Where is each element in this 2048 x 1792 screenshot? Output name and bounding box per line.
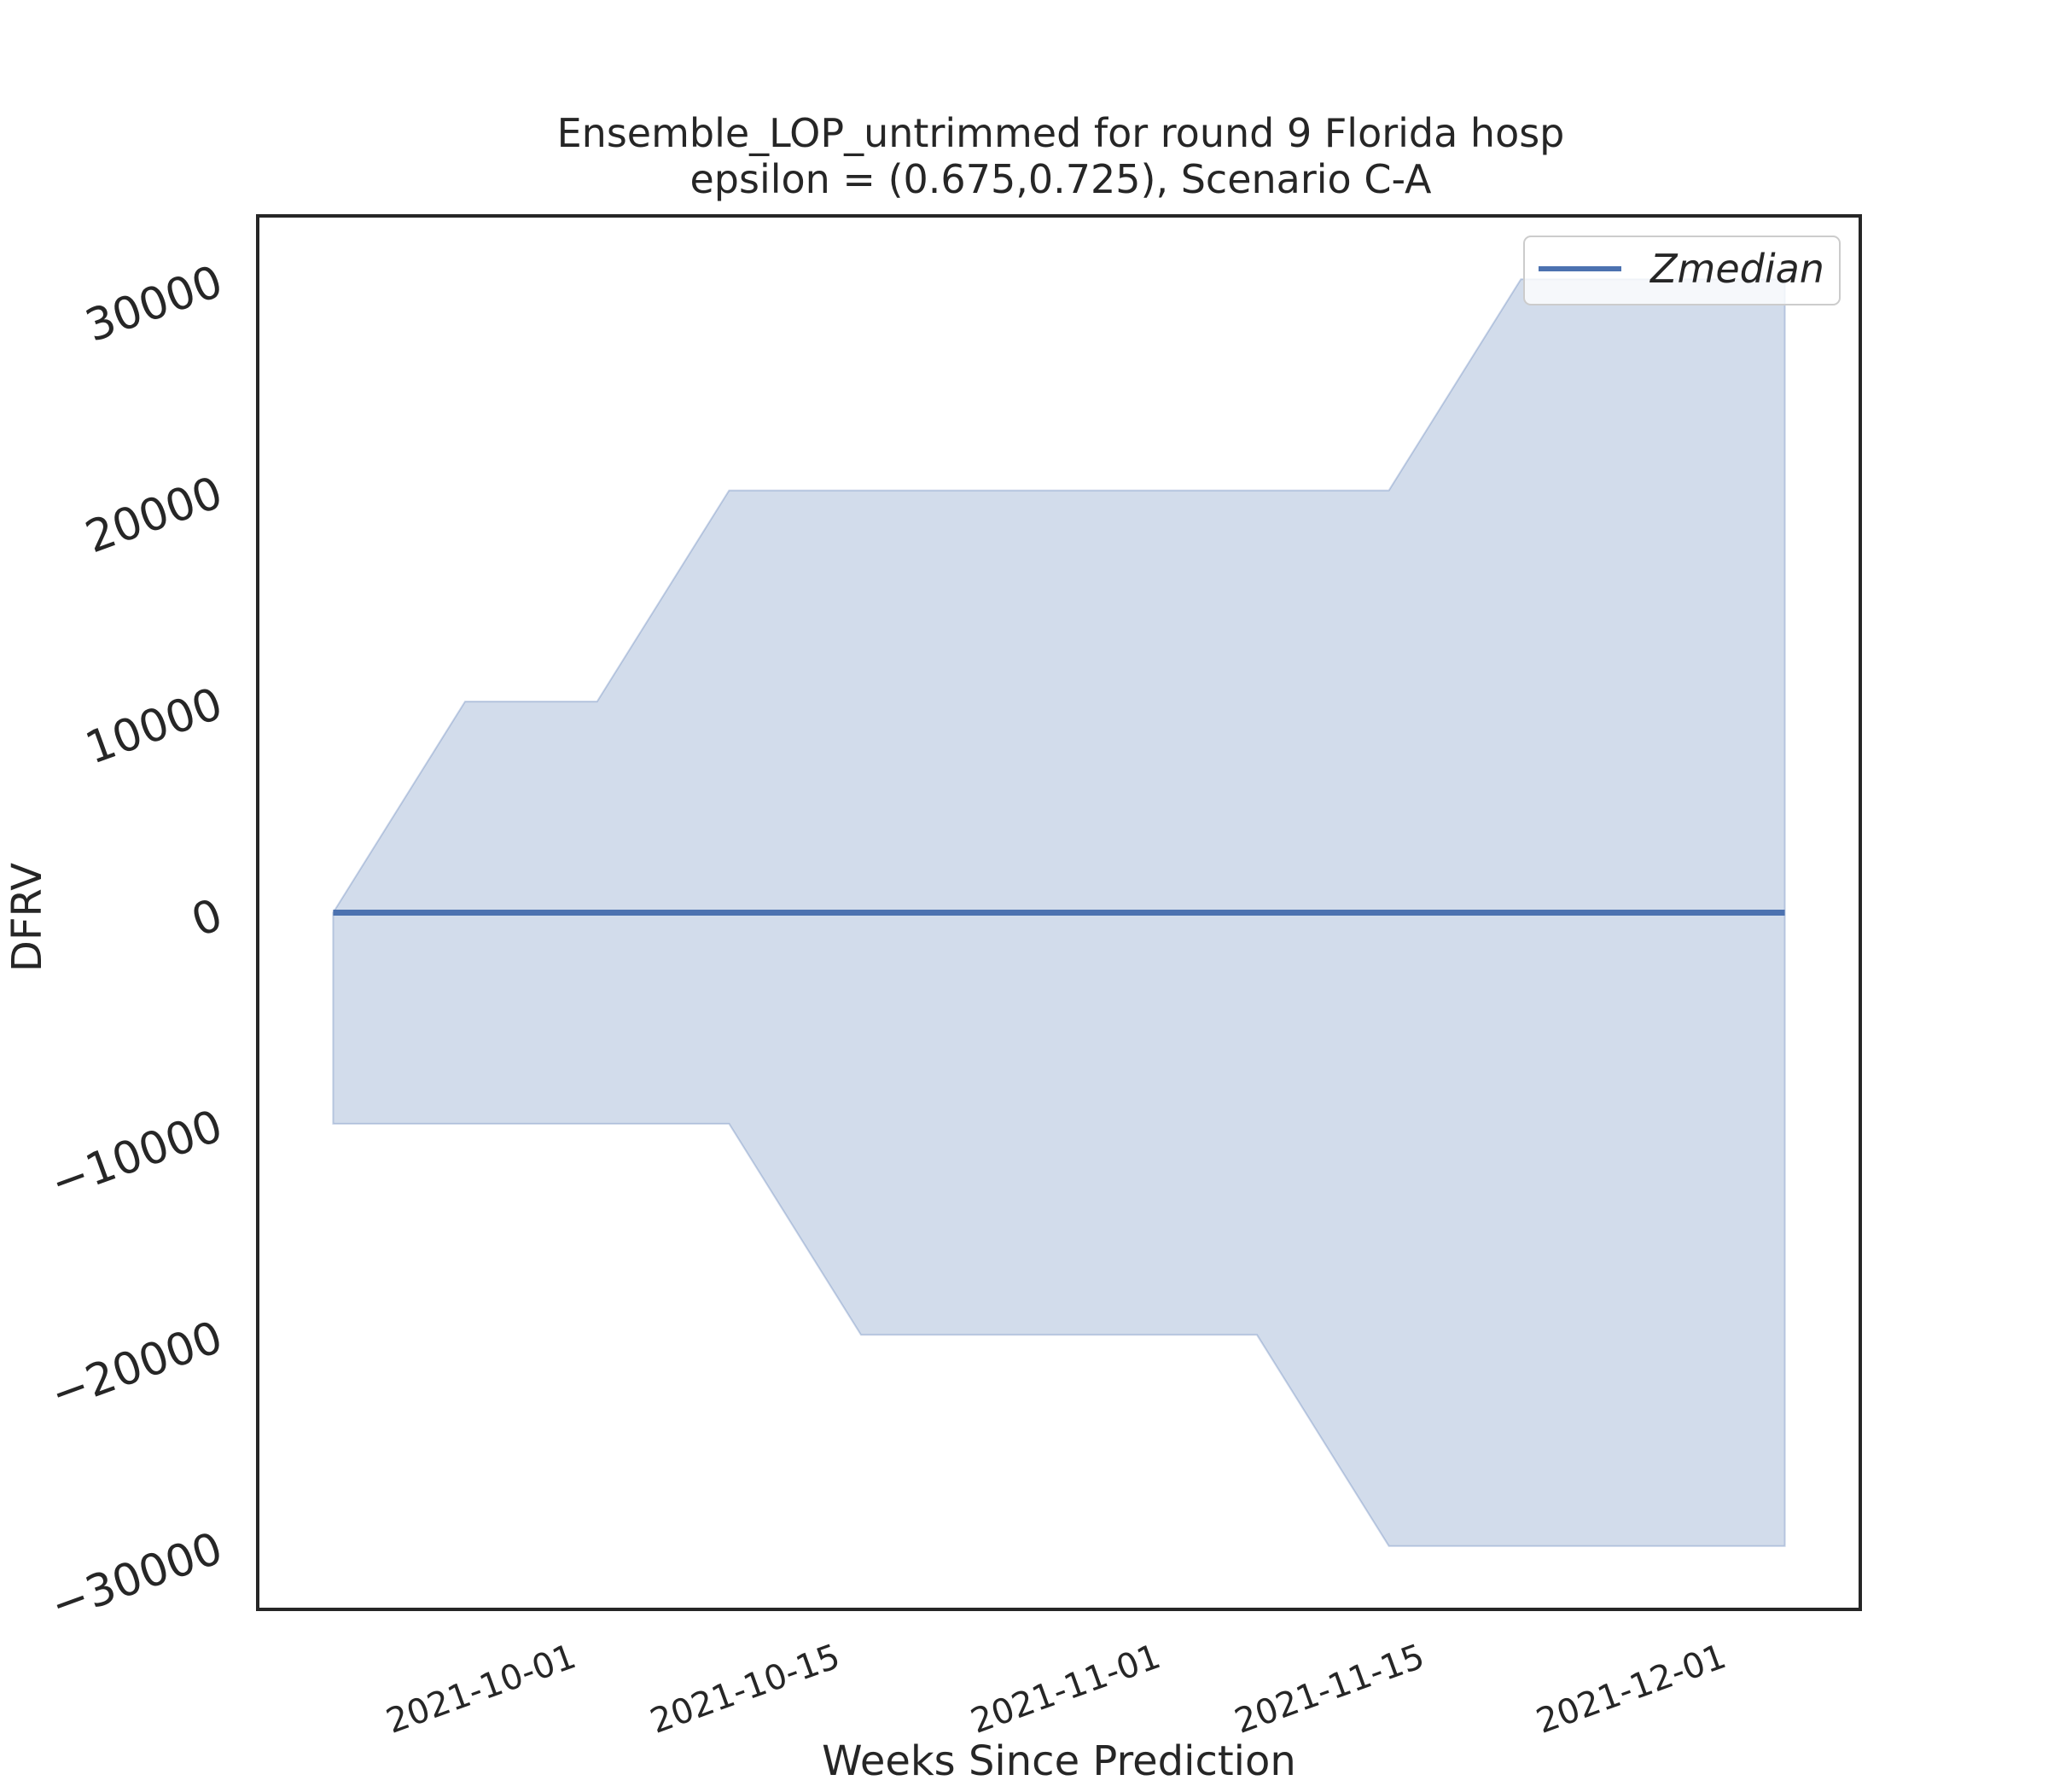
x-axis-label: Weeks Since Prediction — [822, 1737, 1296, 1785]
x-tick-label: 2021-10-15 — [645, 1637, 845, 1742]
y-tick-label: 0 — [185, 889, 230, 947]
y-tick-labels: 30000 20000 10000 0 −10000 −20000 −30000 — [44, 256, 230, 1632]
x-tick-label: 2021-10-01 — [381, 1637, 581, 1742]
x-tick-label: 2021-12-01 — [1532, 1637, 1731, 1742]
plot-area — [332, 278, 1786, 1547]
y-tick-label: 20000 — [79, 467, 230, 563]
y-tick-label: 10000 — [79, 678, 230, 775]
y-axis-label: DFRV — [3, 863, 51, 972]
y-tick-label: −20000 — [44, 1312, 230, 1421]
y-tick-label: −30000 — [44, 1523, 230, 1632]
legend-box — [1523, 236, 1841, 305]
chart-title: Ensemble_LOP_untrimmed for round 9 Flori… — [557, 110, 1565, 156]
x-tick-label: 2021-11-15 — [1230, 1637, 1429, 1742]
x-tick-labels: 2021-10-01 2021-10-15 2021-11-01 2021-11-15… — [381, 1637, 1731, 1742]
y-tick-label: 30000 — [79, 256, 230, 352]
y-tick-label: −10000 — [44, 1101, 230, 1210]
x-tick-label: 2021-11-01 — [966, 1637, 1166, 1742]
legend: Zmedian — [1523, 236, 1841, 305]
legend-label: Zmedian — [1649, 246, 1824, 292]
chart-subtitle: epsilon = (0.675,0.725), Scenario C-A — [689, 156, 1432, 202]
plot-frame — [256, 214, 1862, 1611]
